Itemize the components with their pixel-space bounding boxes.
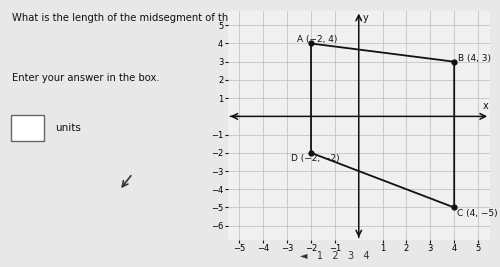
Text: A (−2, 4): A (−2, 4): [296, 35, 337, 44]
Text: units: units: [56, 123, 82, 133]
Text: C (4, −5): C (4, −5): [456, 209, 497, 218]
Text: y: y: [363, 13, 369, 23]
FancyBboxPatch shape: [10, 115, 43, 141]
Text: x: x: [483, 101, 489, 111]
Text: D (−2, −2): D (−2, −2): [290, 154, 340, 163]
Text: Enter your answer in the box.: Enter your answer in the box.: [12, 73, 159, 83]
Text: What is the length of the midsegment of this trapezoid?: What is the length of the midsegment of …: [12, 13, 291, 22]
Text: B (4, 3): B (4, 3): [458, 54, 491, 64]
Text: ◄   1   2   3   4: ◄ 1 2 3 4: [300, 251, 370, 261]
